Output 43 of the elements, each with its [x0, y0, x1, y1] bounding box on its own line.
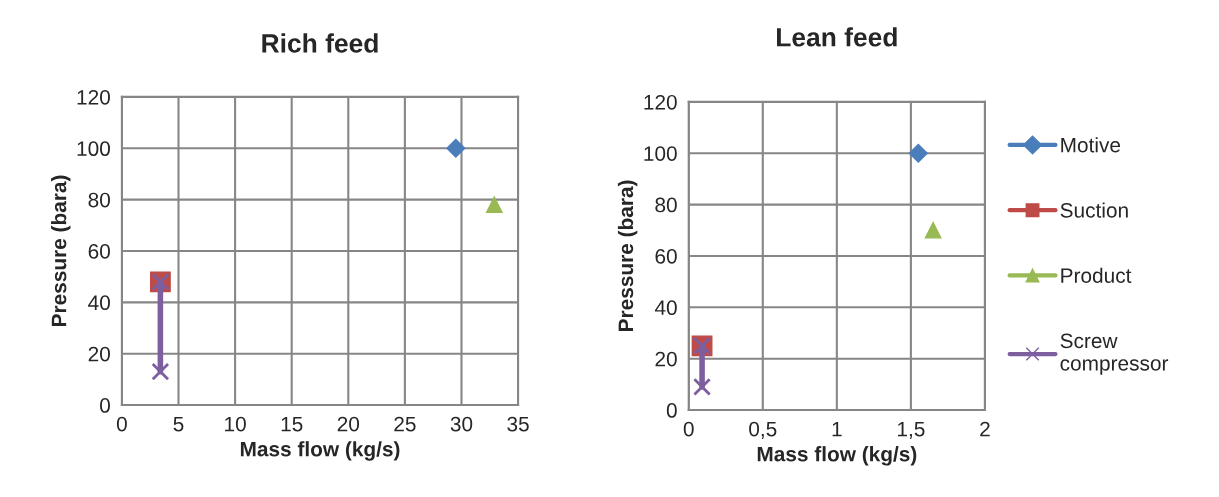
legend-label: Product	[1061, 267, 1132, 283]
y-axis-title: Pressure (bara)	[617, 180, 638, 331]
x-tick-label: 0,5	[749, 421, 777, 439]
point	[485, 196, 503, 214]
point	[908, 143, 928, 163]
y-tick-label: 100	[77, 141, 110, 157]
y-tick-label: 20	[88, 346, 110, 362]
x-tick-label: 1,5	[898, 421, 925, 439]
point	[151, 362, 170, 381]
y-tick-label: 80	[88, 192, 110, 208]
chart-title: Rich feed	[262, 33, 378, 53]
x-axis-title: Mass flow (kg/s)	[757, 446, 917, 466]
point	[446, 138, 466, 158]
point	[924, 221, 942, 239]
chart-title: Lean feed	[777, 27, 897, 47]
x-tick-label: 2	[980, 421, 990, 437]
x-tick-label: 15	[281, 416, 303, 432]
x-tick-label: 10	[225, 416, 246, 432]
x-tick-label: 5	[173, 416, 184, 432]
y-tick-label: 0	[666, 403, 677, 418]
legend-label: Motive	[1061, 137, 1121, 153]
legend-label: Screw compressor	[1060, 333, 1169, 375]
y-tick-label: 60	[655, 248, 677, 264]
x-tick-label: 25	[394, 416, 416, 432]
x-tick-label: 1	[832, 421, 842, 437]
y-tick-label: 0	[100, 398, 110, 413]
x-axis-title: Mass flow (kg/s)	[240, 441, 400, 461]
x-tick-label: 0	[683, 421, 694, 437]
y-tick-label: 120	[77, 89, 110, 105]
y-tick-label: 20	[655, 351, 677, 367]
x-tick-label: 35	[507, 416, 529, 432]
legend-label: Suction	[1060, 202, 1128, 218]
x-tick-label: 20	[337, 416, 360, 432]
x-tick-label: 0	[116, 416, 127, 432]
y-tick-label: 100	[644, 146, 677, 161]
y-axis-title: Pressure (bara)	[51, 175, 71, 327]
x-tick-label: 30	[450, 416, 473, 432]
y-tick-label: 40	[654, 300, 677, 316]
y-tick-label: 40	[88, 295, 110, 311]
point	[693, 377, 712, 396]
y-tick-label: 120	[644, 94, 677, 110]
y-tick-label: 60	[88, 243, 110, 259]
y-tick-label: 80	[655, 197, 677, 213]
